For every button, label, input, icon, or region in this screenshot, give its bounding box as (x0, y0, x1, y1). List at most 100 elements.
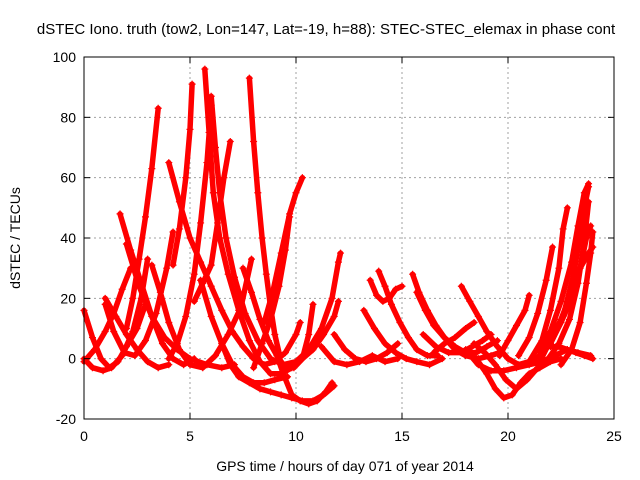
data-point (421, 306, 429, 314)
data-point (394, 340, 402, 348)
data-point (247, 255, 255, 263)
data-point (161, 334, 169, 342)
data-point (582, 279, 590, 287)
data-point (334, 258, 342, 266)
data-point (555, 343, 563, 351)
data-point (112, 312, 120, 320)
data-point (589, 228, 597, 236)
data-point (328, 294, 336, 302)
data-point (375, 267, 383, 275)
data-point (580, 204, 588, 212)
x-tick-label: 25 (606, 428, 622, 444)
data-point (462, 346, 470, 354)
data-point (580, 237, 588, 245)
data-point (544, 355, 552, 363)
data-point (120, 349, 128, 357)
data-point (322, 388, 330, 396)
series-38 (525, 204, 571, 366)
data-point (247, 288, 255, 296)
data-point (383, 349, 391, 357)
series-43 (546, 343, 597, 363)
data-point (457, 349, 465, 357)
y-tick-label: 40 (60, 230, 76, 246)
data-point (305, 400, 313, 408)
data-point (258, 234, 266, 242)
data-point (366, 276, 374, 284)
data-point (546, 306, 554, 314)
data-point (154, 104, 162, 112)
data-point (211, 144, 219, 151)
data-point (271, 376, 279, 384)
data-point (343, 361, 351, 369)
y-tick-label: 0 (68, 351, 76, 367)
series-27 (360, 306, 446, 369)
data-point (144, 255, 152, 263)
data-point (211, 352, 219, 360)
data-point (131, 352, 139, 360)
data-point (557, 297, 565, 305)
series-trace (526, 205, 571, 365)
data-point (313, 397, 321, 405)
data-point (298, 355, 306, 363)
data-point (245, 74, 253, 82)
data-point (337, 249, 345, 257)
data-point (262, 270, 270, 278)
x-tick-label: 20 (500, 428, 516, 444)
data-point (402, 355, 410, 363)
data-point (165, 159, 173, 167)
data-point (199, 364, 207, 372)
data-point (279, 370, 287, 378)
data-point (419, 331, 427, 339)
data-point (165, 318, 173, 326)
data-point (256, 385, 264, 393)
series-15 (207, 92, 345, 369)
data-point (559, 225, 567, 233)
data-point (254, 337, 262, 345)
data-point (512, 364, 520, 372)
data-point (250, 137, 258, 145)
series-35 (470, 198, 593, 393)
data-point (491, 361, 499, 369)
data-point (235, 373, 243, 381)
data-point (521, 306, 529, 314)
data-point (97, 355, 105, 363)
series-trace (123, 105, 161, 332)
data-point (565, 315, 573, 323)
data-point (483, 343, 491, 351)
data-point (430, 321, 438, 329)
data-point (557, 361, 565, 369)
data-point (396, 318, 404, 326)
data-point (559, 312, 567, 320)
data-point (239, 343, 247, 351)
series-9 (148, 255, 255, 372)
data-point (496, 352, 504, 360)
data-point (292, 189, 300, 197)
data-point (404, 334, 412, 342)
data-point (188, 80, 196, 88)
data-point (576, 231, 584, 239)
data-point (438, 355, 446, 363)
data-point (298, 174, 306, 182)
data-point (135, 255, 143, 263)
data-point (525, 291, 533, 299)
data-point (470, 340, 478, 348)
data-point (549, 243, 557, 251)
data-point (504, 337, 512, 345)
data-point (214, 219, 222, 227)
data-point (122, 325, 130, 332)
data-point (309, 300, 317, 308)
data-point (218, 306, 226, 314)
data-point (190, 297, 198, 305)
data-point (534, 364, 542, 372)
data-point (101, 300, 109, 308)
series-trace (102, 229, 176, 359)
data-point (445, 349, 453, 357)
data-point (239, 264, 247, 272)
series-8 (122, 104, 162, 332)
data-point (451, 343, 459, 351)
data-point (502, 376, 510, 384)
series-30 (419, 331, 495, 357)
y-tick-label: 80 (60, 109, 76, 125)
data-point (271, 331, 279, 339)
